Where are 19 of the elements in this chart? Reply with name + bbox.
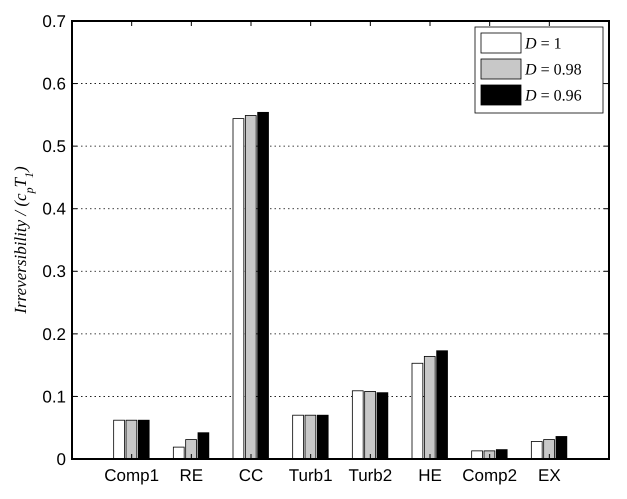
x-tick-label: Comp2 — [462, 466, 518, 485]
legend-label: D = 1 — [524, 36, 562, 53]
x-tick-label: CC — [238, 466, 264, 485]
legend-label: D = 0.98 — [524, 62, 582, 79]
x-tick-label: HE — [418, 466, 442, 485]
y-tick-label: 0.6 — [42, 74, 66, 94]
y-tick-label: 0.3 — [42, 262, 66, 282]
y-tick-label: 0.2 — [42, 324, 66, 344]
x-tick-label: Turb2 — [348, 466, 392, 485]
y-tick-label: 0.7 — [42, 12, 66, 31]
y-tick-label: 0.5 — [42, 137, 66, 156]
x-tick-label: RE — [180, 466, 204, 485]
x-tick-label: EX — [538, 466, 561, 485]
y-tick-label: 0 — [56, 450, 66, 469]
y-tick-label: 0.4 — [42, 200, 66, 219]
x-tick-label: Turb1 — [288, 466, 333, 485]
y-tick-label: 0.1 — [42, 387, 66, 406]
x-tick-label: Comp1 — [104, 466, 160, 485]
legend-label: D = 0.96 — [524, 88, 582, 105]
